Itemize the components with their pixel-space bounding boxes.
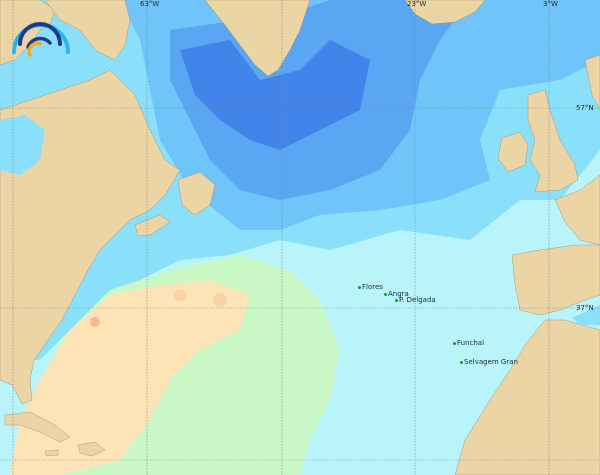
longitude-label: 3°W <box>543 0 558 8</box>
place-selvagem-grande[interactable]: Selvagem Gran <box>460 358 518 366</box>
location-marker-icon <box>358 285 361 289</box>
place-flores[interactable]: Flores <box>358 283 383 291</box>
warm-spot <box>213 293 227 307</box>
mediterranean-water <box>572 305 600 325</box>
latitude-label: 37°N <box>576 304 594 312</box>
location-marker-icon <box>384 292 387 296</box>
warm-zone-beige <box>10 280 250 475</box>
location-marker-icon <box>395 298 398 302</box>
place-funchal[interactable]: Funchal <box>453 339 484 347</box>
jamaica <box>44 449 59 457</box>
nova-scotia <box>134 214 171 237</box>
cuba <box>4 411 71 443</box>
warm-spot <box>90 317 100 327</box>
longitude-label: 23°W <box>407 0 427 8</box>
newfoundland <box>177 171 216 216</box>
iceland <box>404 0 486 25</box>
ireland <box>497 131 529 173</box>
place-angra[interactable]: Angra <box>384 290 409 298</box>
location-marker-icon <box>453 341 456 345</box>
location-marker-icon <box>460 360 463 364</box>
hudson-bay-water <box>0 115 45 175</box>
greenland <box>204 0 311 77</box>
place-ponta-delgada[interactable]: P. Delgada <box>395 296 436 304</box>
warm-spot <box>174 289 186 301</box>
great-britain <box>527 89 579 193</box>
wave-arcs-logo-icon <box>12 22 70 57</box>
latitude-label: 57°N <box>576 104 594 112</box>
baffin-island <box>44 0 131 61</box>
iberia <box>511 244 600 316</box>
ocean-zone-blue-upper-right <box>500 0 600 50</box>
norway-coast <box>584 54 600 111</box>
ocean-zone-deep-blue <box>180 40 370 150</box>
hispaniola <box>77 441 106 457</box>
longitude-label: 63°W <box>140 0 160 8</box>
europe-france <box>554 174 600 246</box>
canada-east <box>0 69 181 405</box>
